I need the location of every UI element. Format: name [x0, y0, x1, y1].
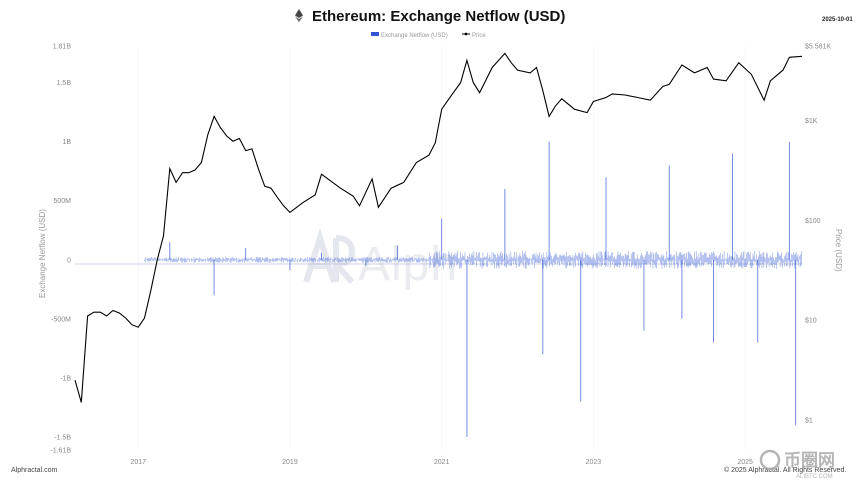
stamp-text: 币圈网	[784, 451, 835, 470]
plot-area	[74, 46, 803, 450]
left-tick-label: -1B	[60, 375, 71, 382]
ethereum-logo-icon	[295, 9, 303, 22]
site-stamp: 币圈网 ALIBTC.COM	[759, 449, 835, 480]
x-tick-label: 2021	[434, 459, 450, 466]
legend-item-netflow: Exchange Netflow (USD)	[381, 33, 448, 39]
left-tick-label: -1.5B	[54, 435, 71, 442]
x-tick-label: 2025	[737, 459, 753, 466]
x-tick-label: 2023	[586, 459, 602, 466]
copyright-text: © 2025 Alphractal. All Rights Reserved.	[724, 466, 846, 474]
right-tick-label: $5.581K	[805, 44, 831, 51]
legend-item-price: Price	[472, 33, 486, 39]
left-tick-label: 1B	[62, 139, 71, 146]
x-axis-ticks: 2017 2019 2021 2023 2025	[130, 459, 753, 466]
left-tick-label: 1.81B	[53, 44, 72, 51]
left-tick-label: -500M	[51, 316, 71, 323]
right-tick-label: $10	[805, 318, 817, 325]
right-tick-label: $100	[805, 218, 821, 225]
legend-swatch-netflow	[371, 32, 379, 36]
left-axis-label: Exchange Netflow (USD)	[38, 209, 47, 298]
x-tick-label: 2017	[130, 459, 146, 466]
right-tick-label: $1	[805, 417, 813, 424]
chart-header: Ethereum: Exchange Netflow (USD) 2025-10…	[295, 8, 853, 39]
legend-marker-price	[464, 32, 468, 36]
price-line	[74, 52, 803, 403]
netflow-bars	[144, 141, 802, 438]
right-axis-label: Price (USD)	[834, 229, 843, 272]
stamp-logo-icon	[759, 449, 781, 471]
x-tick-label: 2019	[282, 459, 298, 466]
watermark-logo	[303, 228, 356, 284]
left-axis-ticks: 1.81B 1.5B 1B 500M 0 -500M -1B -1.5B -1.61B	[50, 44, 71, 455]
left-tick-label: -1.61B	[50, 448, 71, 455]
left-tick-label: 500M	[53, 198, 71, 205]
right-axis-ticks: $5.581K $1K $100 $10 $1	[805, 44, 831, 425]
stamp-url: ALIBTC.COM	[796, 474, 833, 480]
left-tick-label: 1.5B	[57, 80, 72, 87]
chart-title: Ethereum: Exchange Netflow (USD)	[312, 8, 565, 25]
right-tick-label: $1K	[805, 118, 818, 125]
left-tick-label: 0	[67, 257, 71, 264]
chart-date: 2025-10-01	[822, 17, 853, 23]
chart-legend: Exchange Netflow (USD) Price	[371, 32, 486, 39]
source-label: Alphractal.com	[11, 467, 57, 474]
